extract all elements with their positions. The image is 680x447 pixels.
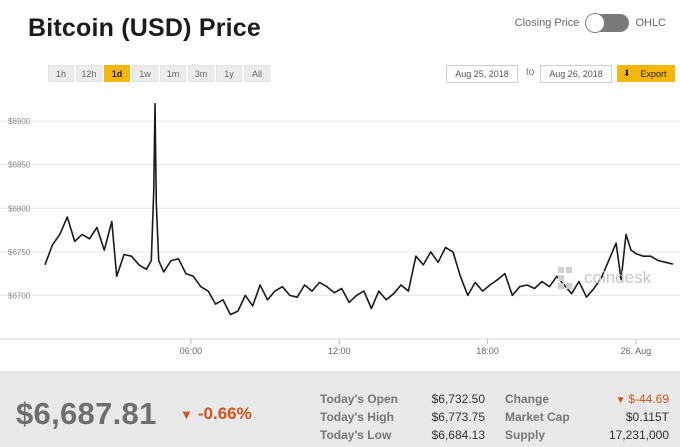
- down-triangle-icon: ▼: [180, 406, 193, 422]
- stat-row-market-cap: Market Cap $0.115T: [505, 408, 669, 426]
- stat-row-low: Today's Low $6,684.13: [320, 426, 485, 444]
- range-button-12h[interactable]: 12h: [76, 65, 102, 82]
- coindesk-logo-icon: [558, 267, 580, 289]
- stat-value: $0.115T: [625, 410, 669, 424]
- change-value: $-44.69: [628, 392, 669, 406]
- current-price: $6,687.81: [16, 396, 157, 431]
- stat-value: $6,773.75: [431, 410, 485, 424]
- range-button-1y[interactable]: 1y: [216, 65, 242, 82]
- stat-value: $6,732.50: [431, 392, 485, 406]
- stat-label: Today's High: [320, 410, 394, 424]
- stat-label: Change: [505, 392, 550, 406]
- stat-value: $6,684.13: [431, 428, 485, 442]
- price-chart[interactable]: $6900 $6850 $6800 $6750 $6700 06:00 12:00 18:00…: [0, 95, 680, 363]
- range-button-1m[interactable]: 1m: [160, 65, 186, 82]
- range-selector: 1h 12h 1d 1w 1m 3m 1y All: [48, 65, 270, 82]
- stat-label: Today's Low: [320, 428, 392, 442]
- stat-label: Market Cap: [505, 410, 570, 424]
- watermark-text: coindesk: [584, 268, 652, 287]
- price-change-percent: ▼ -0.66%: [180, 404, 252, 424]
- x-tick-label: 18:00: [476, 346, 499, 356]
- down-triangle-icon: ▼: [615, 395, 629, 406]
- download-arrow-icon: ⬇: [623, 68, 631, 78]
- stat-row-open: Today's Open $6,732.50: [320, 390, 485, 408]
- date-to-input[interactable]: Aug 26, 2018: [540, 65, 612, 83]
- y-tick-label: $6800: [8, 204, 31, 213]
- stat-row-supply: Supply 17,231,000: [505, 426, 669, 444]
- date-separator: to: [526, 67, 535, 78]
- closing-price-label: Closing Price: [514, 17, 580, 29]
- page-title: Bitcoin (USD) Price: [28, 14, 261, 42]
- x-tick-label: 26. Aug: [621, 346, 652, 356]
- stat-value: 17,231,000: [608, 428, 669, 442]
- y-tick-label: $6700: [8, 291, 31, 300]
- date-from-input[interactable]: Aug 25, 2018: [446, 65, 518, 83]
- export-label: Export: [640, 68, 667, 79]
- y-tick-label: $6750: [8, 248, 31, 257]
- coindesk-watermark: coindesk: [558, 267, 651, 289]
- price-line-series: [44, 102, 674, 316]
- price-summary-panel: [0, 371, 680, 447]
- range-button-3m[interactable]: 3m: [188, 65, 214, 82]
- chart-mode-toggle[interactable]: [585, 13, 630, 33]
- stat-value-change: ▼ $-44.69: [605, 392, 669, 406]
- price-chart-svg: $6900 $6850 $6800 $6750 $6700 06:00 12:00 18:00…: [0, 102, 680, 356]
- range-button-all[interactable]: All: [244, 65, 270, 82]
- y-tick-label: $6850: [8, 161, 31, 170]
- x-tick-label: 12:00: [328, 346, 351, 356]
- stat-label: Today's Open: [320, 392, 398, 406]
- ohlc-label: OHLC: [635, 17, 666, 29]
- stats-right: Change ▼ $-44.69 Market Cap $0.115T Supp…: [505, 390, 669, 444]
- x-tick-label: 06:00: [180, 346, 203, 356]
- range-button-1w[interactable]: 1w: [132, 65, 158, 82]
- change-percent-value: -0.66%: [197, 404, 252, 423]
- range-button-1h[interactable]: 1h: [48, 65, 74, 82]
- toggle-knob[interactable]: [585, 13, 606, 33]
- stat-row-high: Today's High $6,773.75: [320, 408, 485, 426]
- y-tick-label: $6900: [8, 117, 31, 126]
- range-button-1d[interactable]: 1d: [104, 65, 130, 82]
- export-button[interactable]: ⬇ Export: [617, 65, 675, 82]
- chart-mode-toggle-group: Closing Price OHLC: [514, 13, 666, 33]
- stat-label: Supply: [505, 428, 546, 442]
- stat-row-change: Change ▼ $-44.69: [505, 390, 669, 408]
- stats-left: Today's Open $6,732.50 Today's High $6,7…: [320, 390, 485, 444]
